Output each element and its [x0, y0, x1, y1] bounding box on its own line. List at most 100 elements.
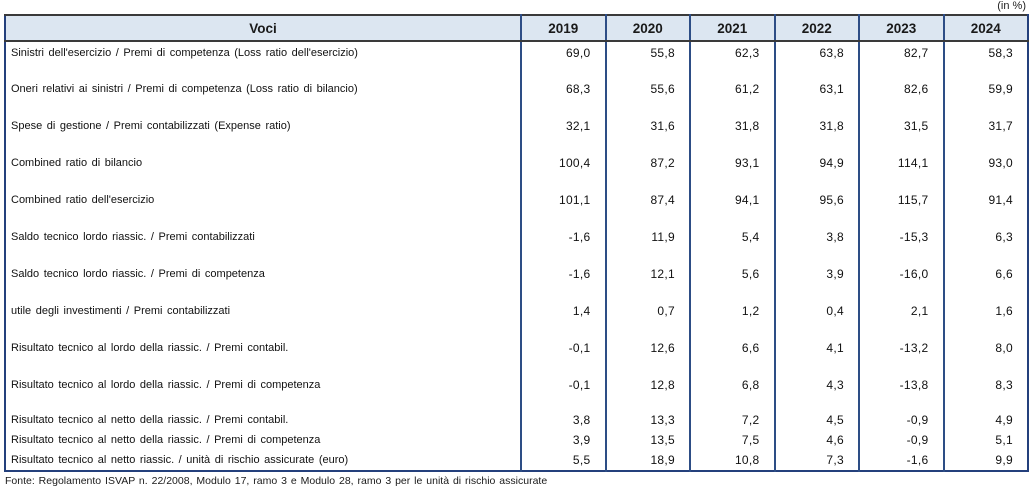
- table-row: Oneri relativi ai sinistri / Premi di co…: [5, 78, 1028, 115]
- row-value: 6,6: [942, 263, 1028, 300]
- table-row: Risultato tecnico al netto della riassic…: [5, 431, 1028, 451]
- row-value: 93,1: [689, 152, 775, 189]
- row-value: -13,2: [858, 337, 944, 374]
- row-value: 58,3: [942, 41, 1028, 78]
- row-value: 7,3: [773, 451, 859, 471]
- row-label: Oneri relativi ai sinistri / Premi di co…: [11, 83, 358, 95]
- row-value: 100,4: [520, 152, 606, 189]
- row-label: utile degli investimenti / Premi contabi…: [11, 305, 231, 317]
- row-label: Risultato tecnico al lordo della riassic…: [11, 342, 289, 354]
- row-value: 5,4: [689, 226, 775, 263]
- row-value: 1,4: [520, 300, 606, 337]
- row-label: Spese di gestione / Premi contabilizzati…: [11, 120, 291, 132]
- row-label: Sinistri dell'esercizio / Premi di compe…: [11, 47, 358, 59]
- row-value: 8,0: [942, 337, 1028, 374]
- row-value: -15,3: [858, 226, 944, 263]
- row-value: 31,8: [689, 115, 775, 152]
- row-value: 1,2: [689, 300, 775, 337]
- row-label: Risultato tecnico al netto riassic. / un…: [11, 454, 349, 466]
- row-value: 4,3: [773, 374, 859, 411]
- row-value: 18,9: [604, 451, 690, 471]
- row-value: 31,6: [604, 115, 690, 152]
- table-row: Saldo tecnico lordo riassic. / Premi di …: [5, 263, 1028, 300]
- row-value: 0,7: [604, 300, 690, 337]
- row-value: 8,3: [942, 374, 1028, 411]
- row-value: 4,5: [773, 411, 859, 431]
- row-value: 31,7: [942, 115, 1028, 152]
- row-value: 9,9: [942, 451, 1028, 471]
- row-value: 87,2: [604, 152, 690, 189]
- row-value: 4,9: [942, 411, 1028, 431]
- row-value: 95,6: [773, 189, 859, 226]
- row-value: 59,9: [942, 78, 1028, 115]
- row-value: -0,1: [520, 374, 606, 411]
- row-value: 6,8: [689, 374, 775, 411]
- column-header-year: 2020: [604, 15, 690, 42]
- row-label: Combined ratio dell'esercizio: [11, 194, 155, 206]
- row-value: 31,8: [773, 115, 859, 152]
- row-label: Saldo tecnico lordo riassic. / Premi con…: [11, 231, 255, 243]
- row-value: 82,7: [858, 41, 944, 78]
- row-value: 2,1: [858, 300, 944, 337]
- table-body: Sinistri dell'esercizio / Premi di compe…: [5, 41, 1028, 471]
- technical-ratios-table: Voci 2019 2020 2021 2022 2023 2024 Sinistri d…: [4, 14, 1029, 472]
- row-value: 63,8: [773, 41, 859, 78]
- row-value: -0,1: [520, 337, 606, 374]
- source-note: Fonte: Regolamento ISVAP n. 22/2008, Mod…: [5, 475, 548, 487]
- row-value: 5,5: [520, 451, 606, 471]
- table-row: Risultato tecnico al lordo della riassic…: [5, 337, 1028, 374]
- table-row: Risultato tecnico al netto riassic. / un…: [5, 451, 1028, 471]
- row-value: -1,6: [520, 226, 606, 263]
- column-header-year: 2023: [858, 15, 944, 42]
- row-value: 4,1: [773, 337, 859, 374]
- row-value: 12,1: [604, 263, 690, 300]
- table-row: Sinistri dell'esercizio / Premi di compe…: [5, 41, 1028, 78]
- unit-label: (in %): [997, 0, 1026, 12]
- row-value: 3,8: [520, 411, 606, 431]
- row-value: 69,0: [520, 41, 606, 78]
- row-value: 5,1: [942, 431, 1028, 451]
- row-value: 7,2: [689, 411, 775, 431]
- row-value: 3,9: [520, 431, 606, 451]
- row-value: 31,5: [858, 115, 944, 152]
- row-value: -1,6: [520, 263, 606, 300]
- row-value: 6,3: [942, 226, 1028, 263]
- row-value: 101,1: [520, 189, 606, 226]
- row-label: Risultato tecnico al netto della riassic…: [11, 434, 321, 446]
- table-row: utile degli investimenti / Premi contabi…: [5, 300, 1028, 337]
- table-row: Saldo tecnico lordo riassic. / Premi con…: [5, 226, 1028, 263]
- row-value: -0,9: [858, 431, 944, 451]
- header-row: Voci 2019 2020 2021 2022 2023 2024: [5, 15, 1028, 42]
- row-value: 87,4: [604, 189, 690, 226]
- row-value: 3,9: [773, 263, 859, 300]
- column-header-voci: Voci: [5, 15, 521, 42]
- row-label: Saldo tecnico lordo riassic. / Premi di …: [11, 268, 265, 280]
- row-value: 5,6: [689, 263, 775, 300]
- row-value: 62,3: [689, 41, 775, 78]
- row-value: 82,6: [858, 78, 944, 115]
- column-header-year: 2021: [689, 15, 775, 42]
- row-value: 115,7: [858, 189, 944, 226]
- table-row: Risultato tecnico al netto della riassic…: [5, 411, 1028, 431]
- row-value: 63,1: [773, 78, 859, 115]
- row-value: 0,4: [773, 300, 859, 337]
- row-value: -16,0: [858, 263, 944, 300]
- table-row: Combined ratio di bilancio 100,4 87,2 93,1 9…: [5, 152, 1028, 189]
- row-value: 3,8: [773, 226, 859, 263]
- table-row: Combined ratio dell'esercizio 101,1 87,4 94…: [5, 189, 1028, 226]
- row-value: 55,6: [604, 78, 690, 115]
- row-value: 4,6: [773, 431, 859, 451]
- table-row: Risultato tecnico al lordo della riassic…: [5, 374, 1028, 411]
- row-value: 61,2: [689, 78, 775, 115]
- row-value: 6,6: [689, 337, 775, 374]
- row-value: 55,8: [604, 41, 690, 78]
- row-value: 91,4: [942, 189, 1028, 226]
- row-value: 12,8: [604, 374, 690, 411]
- row-value: 13,3: [604, 411, 690, 431]
- column-header-year: 2024: [942, 15, 1028, 42]
- row-label: Risultato tecnico al netto della riassic…: [11, 414, 289, 426]
- row-value: 11,9: [604, 226, 690, 263]
- row-value: 10,8: [689, 451, 775, 471]
- row-value: 1,6: [942, 300, 1028, 337]
